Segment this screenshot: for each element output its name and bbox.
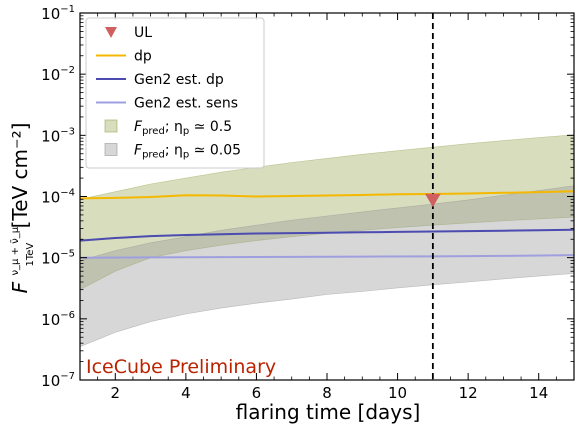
upper-limit-marker (424, 193, 441, 208)
series-line-gen2-est-sens (79, 254, 575, 259)
x-tick-label: 6 (252, 384, 262, 402)
x-tick-label: 12 (459, 384, 478, 402)
series-lines (79, 190, 575, 259)
y-tick-label: 10−6 (41, 310, 75, 329)
svg-text:F ν_μ + ν̄_μ 1TeV: F ν_μ + ν̄_μ 1TeV [TeV cm⁻²] (0, 123, 38, 294)
series-line-gen2-est-dp (79, 228, 575, 242)
y-axis-label-superscript: ν_μ + ν̄_μ (10, 226, 21, 275)
legend-patch-swatch (104, 143, 118, 156)
legend: UL dp Gen2 est. dp Gen2 est. sens Fpred; ηp … (85, 17, 265, 169)
x-tick-label: 2 (111, 384, 121, 402)
legend-label: Fpred; ηp ≃ 0.05 (134, 143, 241, 161)
y-axis-label: F ν_μ + ν̄_μ 1TeV [TeV cm⁻²] (0, 123, 38, 294)
x-axis-label: flaring time [days] (236, 400, 421, 424)
legend-label: dp (134, 49, 152, 65)
y-tick-label: 10−4 (41, 188, 75, 207)
y-tick-label: 10−3 (41, 126, 75, 145)
y-tick-label: 10−5 (41, 249, 75, 268)
x-tick-label: 14 (529, 384, 548, 402)
x-tick-label: 8 (322, 384, 332, 402)
axis-ticks: 2 4 6 8 10 12 14 10−7 10−6 10−5 10−4 10−3 10−2 10−1 (41, 4, 575, 402)
series-line-dp (79, 190, 575, 200)
y-axis-label-subscript: 1TeV (25, 243, 36, 267)
legend-marker-ul (105, 27, 117, 38)
y-axis-label-symbol: F (8, 281, 32, 293)
legend-label: UL (134, 25, 152, 41)
y-axis-label-unit: [TeV cm⁻²] (8, 123, 32, 229)
legend-box (85, 17, 265, 169)
y-tick-label: 10−7 (41, 371, 75, 390)
x-tick-label: 4 (181, 384, 191, 402)
y-tick-label: 10−2 (41, 65, 75, 84)
legend-patch-swatch (104, 119, 118, 133)
legend-label: Gen2 est. sens (134, 96, 238, 112)
icecube-preliminary-annotation: IceCube Preliminary (86, 356, 276, 378)
legend-label: Gen2 est. dp (134, 72, 224, 88)
x-tick-label: 10 (388, 384, 407, 402)
legend-label: Fpred; ηp ≃ 0.5 (134, 119, 232, 137)
y-tick-label: 10−1 (41, 4, 75, 23)
upper-limit-markers (424, 193, 441, 208)
